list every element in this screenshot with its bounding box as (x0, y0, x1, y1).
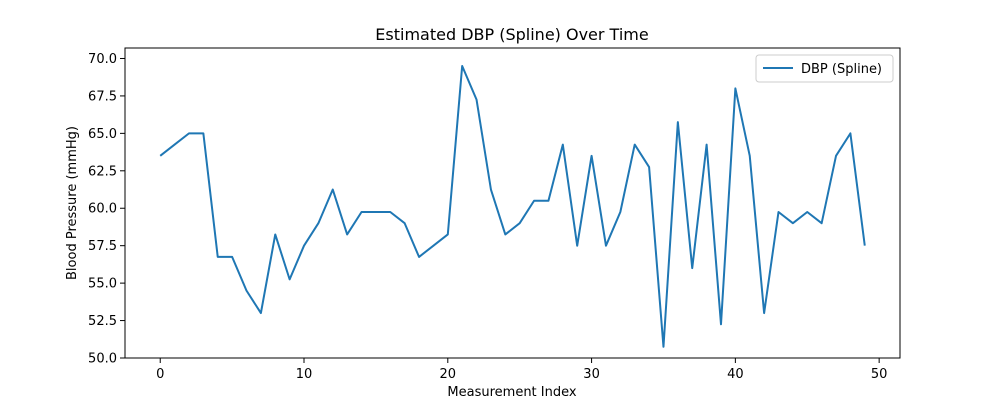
data-point (778, 211, 780, 213)
legend: DBP (Spline) (755, 54, 894, 83)
x-tick-label: 10 (296, 367, 313, 382)
legend-box (755, 54, 894, 83)
data-point (504, 233, 506, 235)
data-point (447, 233, 449, 235)
data-point (691, 267, 693, 269)
data-point (188, 132, 190, 134)
data-point (519, 222, 521, 224)
data-point (461, 65, 463, 67)
data-point (821, 222, 823, 224)
y-tick-label: 62.5 (88, 164, 117, 179)
data-point (562, 144, 564, 146)
data-point (763, 312, 765, 314)
y-tick-label: 60.0 (88, 202, 117, 217)
data-point (576, 245, 578, 247)
y-tick-label: 70.0 (88, 52, 117, 67)
data-point (231, 256, 233, 258)
data-point (662, 346, 664, 348)
data-point (547, 200, 549, 202)
data-point (260, 312, 262, 314)
data-point (619, 211, 621, 213)
data-point (605, 245, 607, 247)
x-tick-label: 0 (156, 367, 164, 382)
data-point (303, 245, 305, 247)
y-tick-label: 65.0 (88, 127, 117, 142)
data-point (217, 256, 219, 258)
data-point (174, 144, 176, 146)
y-tick-label: 55.0 (88, 277, 117, 292)
data-point (202, 132, 204, 134)
legend-label: DBP (Spline) (801, 62, 882, 77)
data-point (375, 211, 377, 213)
data-point (749, 155, 751, 157)
data-point (591, 155, 593, 157)
data-point (418, 256, 420, 258)
data-point (806, 211, 808, 213)
plot-area (124, 47, 901, 359)
data-point (289, 278, 291, 280)
data-point (389, 211, 391, 213)
data-point (346, 233, 348, 235)
data-point (404, 222, 406, 224)
data-point (361, 211, 363, 213)
data-point (274, 233, 276, 235)
y-axis-label: Blood Pressure (mmHg) (65, 126, 80, 280)
data-point (332, 189, 334, 191)
data-point (476, 99, 478, 101)
plot-frame (124, 47, 901, 359)
y-tick-label: 50.0 (88, 352, 117, 367)
x-tick-label: 30 (583, 367, 600, 382)
data-point (706, 144, 708, 146)
chart-title: Estimated DBP (Spline) Over Time (375, 25, 648, 44)
data-point (159, 155, 161, 157)
x-axis: 0 10 20 30 40 50 (156, 358, 887, 382)
y-tick-label: 67.5 (88, 89, 117, 104)
data-point (792, 222, 794, 224)
data-point (648, 166, 650, 168)
y-tick-label: 57.5 (88, 239, 117, 254)
x-tick-label: 20 (440, 367, 457, 382)
data-point (490, 189, 492, 191)
series-line (159, 64, 866, 348)
data-point (734, 87, 736, 89)
data-point (720, 323, 722, 325)
data-point (849, 132, 851, 134)
data-point (432, 245, 434, 247)
data-point (533, 200, 535, 202)
data-point (634, 144, 636, 146)
data-point (246, 290, 248, 292)
x-tick-label: 50 (871, 367, 888, 382)
x-tick-label: 40 (727, 367, 744, 382)
y-tick-label: 52.5 (88, 314, 117, 329)
data-point (677, 121, 679, 123)
y-axis: 50.0 52.5 55.0 57.5 60.0 62.5 65.0 67.5 70.0 (88, 52, 125, 367)
data-point (317, 222, 319, 224)
data-point (864, 245, 866, 247)
data-point (835, 155, 837, 157)
series-layer (159, 64, 866, 348)
x-axis-label: Measurement Index (447, 385, 576, 400)
